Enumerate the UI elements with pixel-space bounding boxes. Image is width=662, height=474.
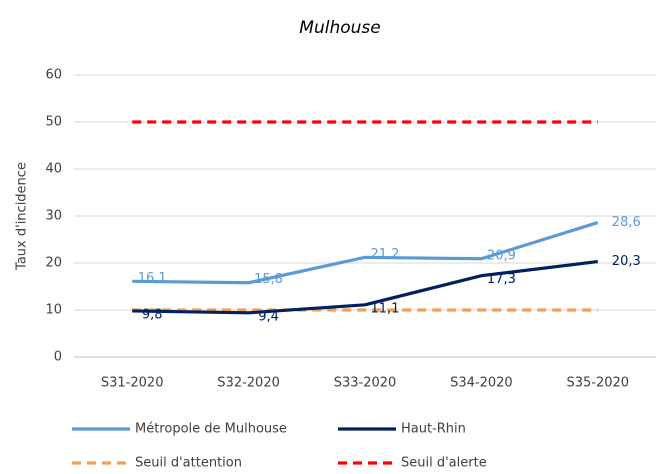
y-tick-label: 60	[45, 68, 62, 83]
data-label: 15,8	[254, 272, 283, 287]
legend-label: Haut-Rhin	[401, 422, 466, 437]
x-tick-label: S32-2020	[217, 376, 280, 391]
data-label: 9,4	[258, 309, 279, 324]
y-tick-label: 40	[45, 162, 62, 177]
x-tick-label: S34-2020	[450, 376, 513, 391]
data-label: 20,3	[612, 254, 641, 269]
data-label: 9,8	[142, 307, 163, 322]
legend-label: Seuil d'attention	[135, 456, 242, 471]
legend-label: Seuil d'alerte	[401, 456, 487, 471]
y-tick-label: 10	[45, 303, 62, 318]
y-tick-label: 0	[54, 350, 62, 365]
series-line	[132, 221, 599, 285]
data-label: 17,3	[487, 272, 516, 287]
data-label: 16,1	[138, 271, 167, 286]
y-tick-label: 20	[45, 256, 62, 271]
y-tick-label: 50	[45, 115, 62, 130]
data-label: 20,9	[487, 248, 516, 263]
x-tick-label: S33-2020	[334, 376, 397, 391]
data-label: 11,1	[371, 301, 400, 316]
data-label: 21,2	[371, 247, 400, 262]
x-tick-label: S35-2020	[567, 376, 630, 391]
chart-title: Mulhouse	[299, 18, 380, 38]
legend-label: Métropole de Mulhouse	[135, 422, 287, 437]
data-label: 28,6	[612, 215, 641, 230]
y-axis-label: Taux d'incidence	[15, 162, 30, 271]
series-line	[132, 260, 598, 315]
y-tick-label: 30	[45, 209, 62, 224]
x-tick-label: S31-2020	[101, 376, 164, 391]
